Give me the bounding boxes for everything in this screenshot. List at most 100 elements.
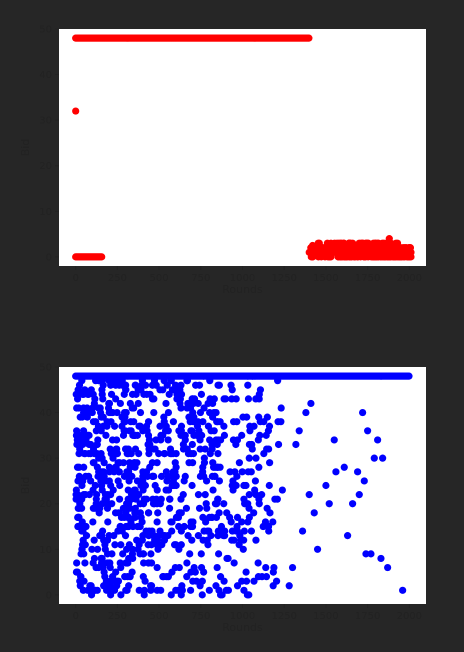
data-point (392, 239, 400, 247)
data-point (139, 477, 147, 485)
x-tick-label: 0 (72, 273, 78, 284)
data-points (72, 34, 415, 261)
data-point (133, 536, 141, 544)
data-point (214, 532, 222, 540)
data-point (182, 504, 191, 512)
data-point (202, 518, 210, 526)
data-point (237, 536, 245, 544)
data-point (156, 500, 164, 508)
data-point (377, 554, 385, 563)
data-point (405, 372, 413, 380)
data-point (255, 413, 263, 421)
data-point (221, 395, 230, 403)
data-point (183, 377, 191, 385)
data-point (214, 381, 222, 389)
data-point (233, 522, 241, 531)
data-point (248, 372, 256, 380)
data-point (116, 522, 124, 531)
data-point (111, 509, 120, 517)
data-point (84, 390, 92, 398)
data-point (172, 472, 180, 480)
y-tick-label: 40 (39, 70, 52, 81)
data-point (112, 436, 121, 444)
data-point (88, 408, 96, 417)
data-point (177, 422, 186, 430)
data-point (343, 532, 352, 540)
data-point (75, 404, 83, 412)
data-point (252, 454, 260, 462)
data-point (99, 422, 107, 430)
data-point (407, 248, 415, 256)
data-point (198, 591, 206, 599)
data-point (73, 559, 81, 567)
data-point (107, 381, 115, 389)
data-point (274, 377, 282, 385)
data-point (165, 504, 174, 512)
data-point (113, 582, 121, 590)
data-point (274, 418, 282, 426)
data-point (221, 532, 229, 540)
data-point (96, 454, 105, 462)
data-point (295, 427, 303, 435)
data-point (81, 491, 90, 499)
data-point (154, 509, 162, 517)
data-point (379, 454, 387, 462)
data-point (188, 440, 196, 449)
data-point (190, 395, 199, 403)
data-point (146, 582, 155, 590)
data-point (360, 477, 368, 485)
data-point (400, 244, 408, 252)
data-point (76, 445, 84, 453)
data-point (220, 500, 228, 508)
x-tick-label: 0 (72, 611, 78, 622)
data-point (254, 436, 262, 444)
data-point (171, 459, 179, 467)
data-point (265, 481, 273, 490)
data-point (243, 591, 251, 599)
data-point (263, 413, 271, 421)
data-point (313, 248, 322, 256)
data-point (208, 513, 216, 522)
data-point (213, 500, 221, 508)
data-point (128, 550, 137, 558)
data-point (82, 436, 90, 444)
data-point (264, 522, 273, 531)
data-point (119, 459, 128, 467)
data-point (308, 241, 317, 250)
data-point (119, 504, 127, 512)
x-tick-label: 1750 (355, 611, 380, 622)
data-point (79, 536, 87, 544)
data-point (81, 449, 89, 458)
data-point (162, 486, 170, 494)
data-point (127, 418, 135, 426)
data-point (189, 577, 197, 585)
y-tick-label: 50 (39, 363, 52, 374)
data-point (272, 577, 281, 585)
data-point (232, 440, 240, 449)
data-point (318, 244, 327, 252)
data-point (214, 550, 223, 558)
data-point (98, 253, 106, 261)
data-point (170, 481, 178, 490)
data-point (153, 563, 161, 572)
data-point (186, 586, 195, 594)
data-point (130, 431, 138, 439)
data-point (354, 468, 362, 476)
data-point (167, 591, 175, 599)
data-point (244, 468, 252, 476)
data-point (99, 563, 107, 572)
data-point (103, 372, 111, 380)
data-point (93, 545, 102, 553)
data-point (252, 491, 260, 499)
data-point (242, 568, 250, 576)
data-point (308, 253, 316, 261)
data-point (232, 395, 240, 403)
x-tick-label: 500 (150, 611, 169, 622)
data-point (98, 390, 106, 398)
data-point (370, 454, 378, 462)
data-point (224, 554, 232, 563)
data-point (384, 563, 392, 572)
x-axis-label: Rounds (222, 283, 263, 296)
data-point (107, 491, 115, 499)
data-point (89, 518, 97, 526)
